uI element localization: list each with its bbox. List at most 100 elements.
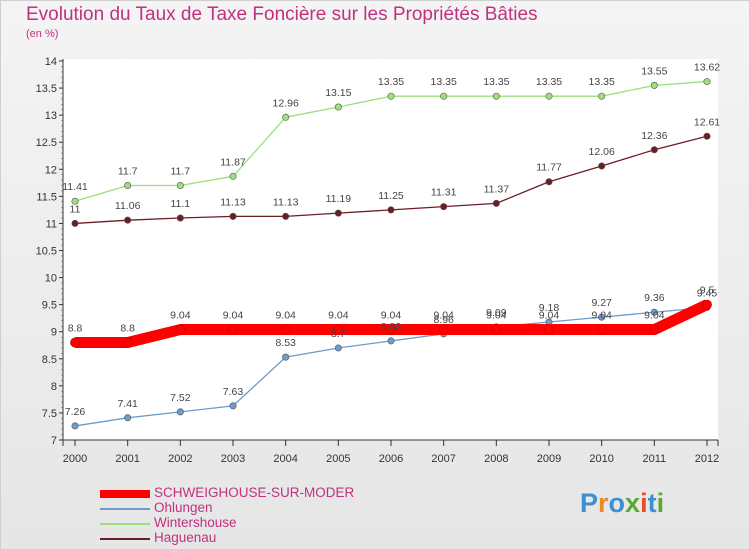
data-label: 9.18 <box>539 302 560 314</box>
data-label: 11.25 <box>378 190 404 202</box>
data-point <box>650 81 658 89</box>
data-point <box>229 212 237 220</box>
logo-letter: r <box>598 488 609 518</box>
data-point <box>282 353 290 361</box>
data-point <box>544 324 554 335</box>
y-tick-label: 11.5 <box>36 191 57 203</box>
data-label: 7.63 <box>223 386 244 398</box>
data-point <box>703 132 711 140</box>
x-tick-label: 2011 <box>643 453 667 465</box>
data-label: 11.13 <box>220 196 246 208</box>
data-point <box>124 182 132 190</box>
data-point <box>545 178 553 186</box>
data-point <box>650 146 658 154</box>
proxiti-logo: Proxiti <box>580 488 664 519</box>
data-label: 9.09 <box>486 307 507 319</box>
data-point <box>71 197 79 205</box>
x-tick-label: 2010 <box>589 453 613 465</box>
data-point <box>491 324 502 335</box>
data-point <box>598 92 606 100</box>
data-label: 9.04 <box>275 310 296 322</box>
logo-letter: o <box>608 488 626 518</box>
data-label: 9.5 <box>700 285 715 297</box>
data-label: 9.04 <box>591 310 612 322</box>
logo-letter: i <box>640 488 648 518</box>
x-tick-label: 2009 <box>537 453 561 465</box>
data-point <box>176 182 184 190</box>
x-tick-label: 2000 <box>63 453 87 465</box>
data-point <box>334 209 342 217</box>
y-tick-label: 7 <box>51 435 57 447</box>
data-point <box>124 216 132 224</box>
logo-letter: P <box>580 488 599 518</box>
data-point <box>176 214 184 222</box>
data-label: 12.96 <box>273 97 299 109</box>
data-label: 13.15 <box>325 87 351 99</box>
data-point <box>71 422 79 430</box>
legend: SCHWEIGHOUSE-SUR-MODER Ohlungen Wintershou… <box>100 485 440 546</box>
x-tick-label: 2012 <box>695 453 719 465</box>
data-label: 9.04 <box>170 310 191 322</box>
data-point <box>70 337 80 348</box>
data-label: 12.36 <box>641 130 667 142</box>
logo-letter: x <box>625 488 641 518</box>
data-point <box>122 337 133 348</box>
data-point <box>492 92 500 100</box>
data-label: 9.04 <box>486 310 507 322</box>
data-point <box>649 324 660 335</box>
x-tick-label: 2001 <box>115 453 139 465</box>
data-point <box>387 206 395 214</box>
data-label: 8.8 <box>68 323 83 335</box>
data-label: 11.37 <box>484 183 510 195</box>
axes: 7 7.5 8 8.5 9 9.5 10 10.5 11 11.5 12 12.5 13 13.5 14 20… <box>36 56 720 465</box>
data-label: 13.35 <box>536 76 562 88</box>
data-point <box>334 103 342 111</box>
data-point <box>176 408 184 416</box>
legend-item: Wintershouse <box>100 515 440 531</box>
legend-swatch <box>100 523 150 525</box>
data-label: 11.7 <box>170 166 190 178</box>
data-label: 9.36 <box>644 292 665 304</box>
y-tick-label: 12 <box>45 164 57 176</box>
x-tick-label: 2002 <box>168 453 192 465</box>
legend-item: Ohlungen <box>100 500 440 516</box>
data-label: 11.41 <box>62 181 88 193</box>
y-tick-label: 8.5 <box>42 354 57 366</box>
data-label: 9.04 <box>223 310 244 322</box>
data-label: 13.55 <box>641 65 667 77</box>
data-label: 8.8 <box>120 323 135 335</box>
data-label: 13.35 <box>431 76 457 88</box>
x-tick-label: 2007 <box>431 453 455 465</box>
data-point <box>598 313 606 321</box>
data-point <box>229 172 237 180</box>
data-label: 7.52 <box>170 392 191 404</box>
data-label: 9.45 <box>697 287 718 299</box>
data-point <box>387 92 395 100</box>
data-label: 8.96 <box>433 314 454 326</box>
legend-swatch <box>100 490 150 498</box>
x-tick-label: 2006 <box>379 453 403 465</box>
data-label: 11.31 <box>431 187 457 199</box>
data-label: 11.13 <box>273 196 299 208</box>
data-label: 8.53 <box>275 337 296 349</box>
data-label: 7.41 <box>117 398 138 410</box>
data-point <box>282 113 290 121</box>
data-point <box>124 414 132 422</box>
data-point <box>387 337 395 345</box>
data-label: 12.06 <box>589 146 615 158</box>
data-point <box>282 212 290 220</box>
data-point <box>228 324 238 335</box>
data-label: 13.35 <box>483 76 509 88</box>
data-label: 8.7 <box>331 328 346 340</box>
y-tick-label: 14 <box>45 56 57 68</box>
y-tick-label: 12.5 <box>36 137 57 149</box>
data-point <box>440 92 448 100</box>
logo-letter: i <box>656 488 665 518</box>
data-label: 11.06 <box>115 200 141 212</box>
data-label: 8.83 <box>381 321 402 333</box>
y-tick-label: 8 <box>51 381 57 393</box>
legend-label: Ohlungen <box>154 500 213 515</box>
legend-label: SCHWEIGHOUSE-SUR-MODER <box>154 485 355 500</box>
legend-swatch <box>100 538 150 540</box>
